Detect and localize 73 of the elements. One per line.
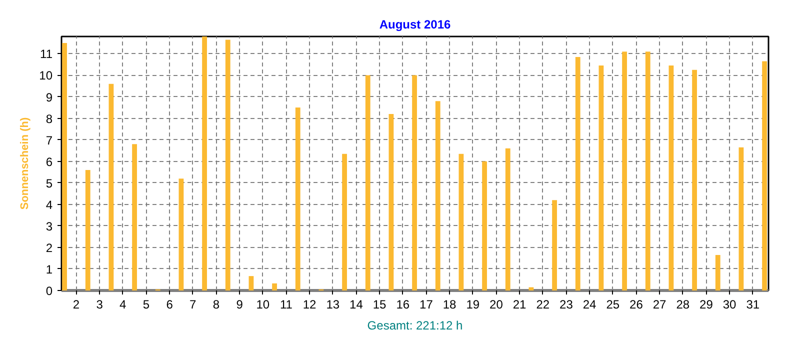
bar: [482, 161, 487, 290]
x-tick-label: 6: [166, 298, 174, 312]
y-tick-label: 6: [46, 154, 53, 169]
x-tick-label: 4: [120, 298, 127, 312]
x-tick-label: 12: [302, 298, 317, 312]
bar: [365, 75, 370, 290]
bar: [692, 70, 697, 290]
x-tick-label: 13: [326, 298, 340, 312]
x-tick-label: 19: [466, 298, 480, 312]
y-tick-label: 11: [40, 47, 53, 62]
bar: [645, 52, 650, 290]
x-tick-label: 15: [372, 298, 387, 312]
y-tick-label: 1: [46, 262, 53, 276]
y-tick-label: 4: [46, 198, 53, 212]
x-tick-label: 18: [442, 298, 457, 312]
x-tick-label: 14: [350, 298, 364, 312]
bar: [622, 52, 627, 290]
bar: [62, 42, 67, 290]
y-tick-label: 2: [46, 240, 53, 255]
y-axis-title: Sonnenschein (h): [19, 117, 32, 210]
y-tick-label: 7: [46, 133, 53, 148]
y-tick-label: 3: [46, 219, 53, 234]
x-tick-label: 10: [256, 298, 270, 312]
bar: [668, 66, 674, 290]
y-tick-label: 9: [46, 90, 53, 104]
x-tick-label: 27: [652, 298, 667, 312]
x-tick-label: 3: [96, 298, 104, 312]
bar: [458, 154, 464, 290]
bar: [272, 283, 277, 290]
x-tick-label: 17: [420, 298, 434, 312]
x-tick-label: 24: [582, 298, 597, 312]
x-tick-label: 31: [746, 298, 760, 312]
x-tick-label: 8: [212, 298, 220, 312]
y-tick-label: 0: [46, 284, 53, 298]
x-tick-label: 30: [722, 298, 737, 312]
chart-title: August 2016: [379, 18, 452, 32]
x-tick-label: 5: [142, 298, 150, 312]
bar: [388, 114, 394, 290]
x-tick-label: 11: [280, 298, 293, 312]
bar: [435, 101, 440, 290]
x-tick-label: 23: [560, 298, 574, 312]
bar: [598, 66, 604, 290]
x-tick-label: 21: [512, 298, 527, 312]
x-tick-label: 9: [236, 298, 244, 312]
bar: [762, 61, 767, 290]
x-tick-label: 29: [700, 298, 714, 312]
y-tick-label: 10: [39, 68, 53, 83]
bar: [225, 40, 230, 290]
bar: [295, 108, 300, 290]
bar: [552, 200, 557, 290]
bar: [248, 276, 254, 290]
bar: [575, 56, 580, 290]
x-tick-label: 22: [536, 298, 550, 312]
bar: [202, 36, 207, 290]
bar: [412, 75, 417, 290]
x-tick-label: 2: [72, 298, 80, 312]
bar: [505, 148, 510, 290]
bar: [132, 144, 137, 290]
x-tick-label: 26: [630, 298, 644, 312]
x-tick-label: 25: [606, 298, 620, 312]
bar: [715, 254, 720, 290]
text: Gesamt: 221:12 h: [367, 318, 463, 332]
x-tick-label: 20: [490, 298, 504, 312]
bar: [178, 178, 184, 290]
bar: [108, 84, 114, 290]
y-tick-label: 5: [46, 176, 53, 190]
x-tick-label: 7: [190, 298, 197, 312]
bar: [738, 147, 744, 290]
x-tick-label: 28: [676, 298, 690, 312]
bar: [342, 154, 347, 290]
x-tick-label: 16: [396, 298, 410, 312]
y-tick-label: 8: [46, 112, 53, 126]
bar: [85, 170, 90, 290]
